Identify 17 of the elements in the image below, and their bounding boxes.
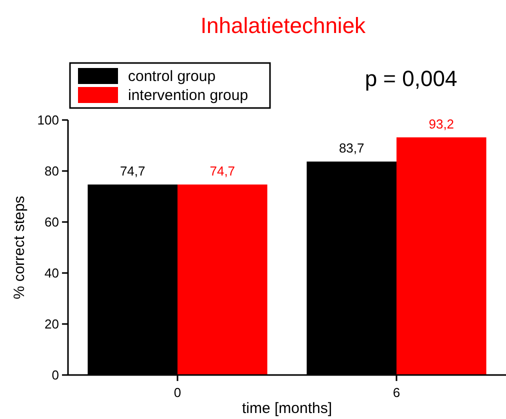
- data-label: 83,7: [338, 140, 364, 156]
- data-label: 74,7: [120, 164, 146, 179]
- y-tick-label: 60: [44, 214, 59, 230]
- y-tick-label: 80: [44, 164, 59, 178]
- y-axis-title: % correct steps: [11, 196, 28, 300]
- y-tick-label: 100: [37, 112, 59, 128]
- data-label: 74,7: [210, 164, 236, 179]
- y-tick-label: 20: [44, 316, 59, 332]
- x-tick-label: 6: [392, 385, 400, 400]
- legend-label: intervention group: [128, 87, 248, 104]
- x-axis-title: time [months]: [242, 400, 332, 417]
- legend-label: control group: [128, 68, 216, 85]
- y-tick-label: 0: [52, 368, 59, 382]
- y-tick-label: 40: [44, 266, 59, 280]
- text: p = 0,004: [364, 66, 458, 91]
- chart-title: Inhalatietechniek: [200, 13, 367, 38]
- data-label: 93,2: [428, 116, 454, 132]
